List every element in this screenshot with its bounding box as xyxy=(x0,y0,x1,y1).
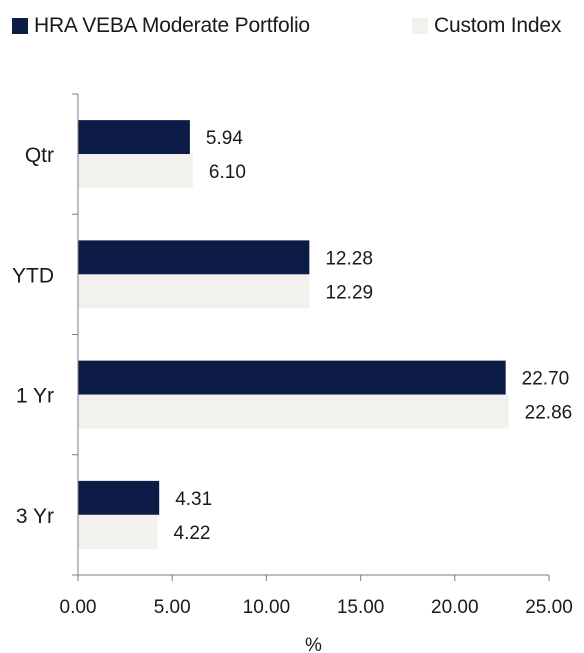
data-label-portfolio-0: 5.94 xyxy=(206,128,243,149)
x-tick-label-5: 25.00 xyxy=(525,597,573,618)
data-label-portfolio-1: 12.28 xyxy=(325,248,373,269)
x-tick-label-2: 10.00 xyxy=(243,597,291,618)
x-tick-label-1: 5.00 xyxy=(154,597,191,618)
legend-label-custom-index: Custom Index xyxy=(434,14,562,37)
bar-portfolio-2 xyxy=(78,360,506,395)
x-tick-label-0: 0.00 xyxy=(60,597,97,618)
x-tick-label-3: 15.00 xyxy=(337,597,385,618)
bar-portfolio-1 xyxy=(78,240,310,275)
category-label-3: 3 Yr xyxy=(16,505,54,528)
bar-portfolio-3 xyxy=(78,480,160,515)
x-tick-label-4: 20.00 xyxy=(431,597,479,618)
category-label-0: Qtr xyxy=(25,144,54,167)
x-axis-title: % xyxy=(305,635,322,653)
category-label-1: YTD xyxy=(12,264,54,287)
bar-custom-index-0 xyxy=(78,154,193,189)
data-label-custom-index-0: 6.10 xyxy=(209,162,246,183)
data-label-portfolio-2: 22.70 xyxy=(522,369,570,390)
bar-custom-index-1 xyxy=(78,274,310,309)
bar-custom-index-2 xyxy=(78,394,509,429)
data-label-custom-index-3: 4.22 xyxy=(174,523,211,544)
data-label-portfolio-3: 4.31 xyxy=(175,489,212,510)
data-label-custom-index-1: 12.29 xyxy=(326,282,374,303)
legend-label-portfolio: HRA VEBA Moderate Portfolio xyxy=(34,14,310,37)
legend-item-custom-index: Custom Index xyxy=(412,12,561,40)
legend-swatch-portfolio xyxy=(12,18,28,34)
category-label-2: 1 Yr xyxy=(16,385,54,408)
data-label-custom-index-2: 22.86 xyxy=(525,403,573,424)
bar-portfolio-0 xyxy=(78,120,190,155)
legend-swatch-custom-index xyxy=(412,18,428,34)
legend-item-portfolio: HRA VEBA Moderate Portfolio xyxy=(12,12,310,40)
bar-custom-index-3 xyxy=(78,514,158,549)
